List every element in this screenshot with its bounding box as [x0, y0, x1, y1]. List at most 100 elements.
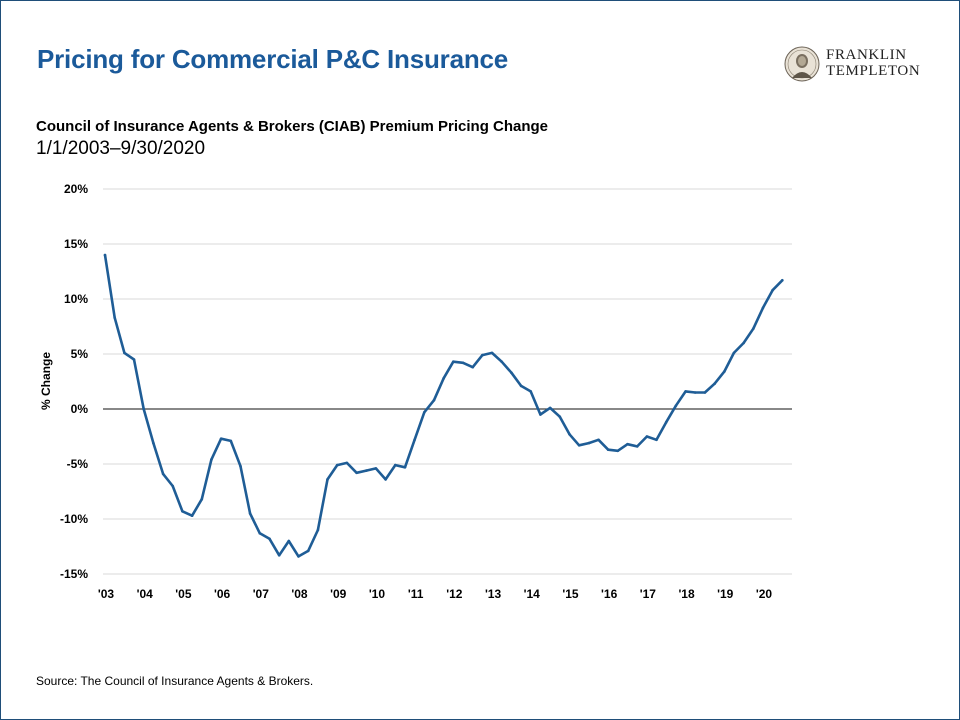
data-point	[529, 390, 532, 393]
x-tick-label: '05	[175, 587, 192, 601]
data-point	[452, 360, 455, 364]
data-point	[693, 391, 697, 394]
data-point	[548, 406, 552, 410]
grid-layer	[103, 188, 792, 575]
data-point	[781, 279, 784, 282]
data-point	[432, 398, 436, 402]
data-point	[626, 442, 629, 446]
x-tick-label: '11	[408, 587, 424, 601]
portrait-seal-icon	[784, 46, 820, 82]
data-point	[190, 514, 194, 517]
data-point	[413, 438, 416, 442]
data-point	[239, 464, 242, 468]
y-tick-label: -5%	[67, 457, 89, 471]
data-point	[752, 327, 755, 331]
data-point	[403, 466, 407, 469]
x-tick-label: '17	[640, 587, 657, 601]
franklin-templeton-logo: FRANKLIN TEMPLETON	[784, 44, 934, 84]
data-point	[684, 390, 687, 393]
x-tick-label: '20	[756, 587, 773, 601]
x-tick-label: '04	[137, 587, 154, 601]
data-point	[481, 353, 484, 357]
data-point	[732, 351, 736, 355]
data-point	[161, 472, 165, 476]
data-point	[306, 549, 310, 553]
data-point	[616, 449, 620, 453]
data-point	[335, 463, 339, 467]
data-point	[394, 463, 397, 467]
y-tick-label: 20%	[64, 182, 88, 196]
data-point	[277, 554, 281, 557]
y-tick-label: -15%	[60, 567, 88, 581]
y-tick-label: 0%	[71, 402, 89, 416]
logo-word-franklin: FRANKLIN	[826, 47, 907, 63]
x-tick-label: '12	[446, 587, 463, 601]
data-point	[664, 420, 668, 424]
x-tick-label: '07	[253, 587, 270, 601]
y-tick-label: -10%	[60, 512, 88, 526]
data-point	[210, 458, 213, 461]
y-axis-label: % Change	[39, 352, 53, 410]
data-point	[558, 415, 562, 419]
data-point	[723, 370, 726, 373]
x-tick-label: '09	[330, 587, 347, 601]
x-tick-label: '10	[369, 587, 386, 601]
data-point	[713, 382, 716, 386]
x-tick-label: '18	[678, 587, 695, 601]
data-point	[461, 361, 465, 365]
data-point	[365, 469, 368, 472]
data-point	[539, 413, 542, 416]
data-point	[297, 555, 300, 558]
data-point	[597, 438, 600, 442]
x-tick-label: '19	[717, 587, 734, 601]
x-tick-label: '14	[524, 587, 541, 601]
x-tick-label: '08	[291, 587, 308, 601]
y-tick-label: 5%	[71, 347, 89, 361]
data-point	[645, 435, 649, 438]
data-point	[442, 376, 446, 380]
data-point	[171, 484, 174, 488]
chart-subtitle: Council of Insurance Agents & Brokers (C…	[36, 118, 549, 135]
data-point	[219, 437, 223, 441]
x-tick-label: '03	[98, 587, 115, 601]
data-point	[326, 478, 329, 481]
data-point	[577, 444, 581, 447]
logo-word-templeton: TEMPLETON	[826, 63, 921, 79]
x-tick-label: '15	[562, 587, 579, 601]
data-point	[635, 445, 639, 448]
data-point	[316, 528, 320, 532]
data-point	[587, 441, 591, 445]
data-point	[771, 288, 774, 292]
series-layer	[103, 253, 784, 558]
y-tick-label: 10%	[64, 292, 88, 306]
data-point	[113, 316, 116, 320]
data-point	[568, 433, 571, 436]
data-point	[423, 411, 426, 414]
source-note: Source: The Council of Insurance Agents …	[36, 674, 314, 688]
data-point	[142, 407, 145, 411]
data-point	[200, 497, 204, 501]
data-point	[674, 404, 678, 408]
x-tick-label: '13	[485, 587, 502, 601]
data-point	[268, 537, 271, 541]
page-title: Pricing for Commercial P&C Insurance	[37, 44, 509, 74]
data-point	[655, 438, 658, 442]
y-tick-labels: 20% 15% 10% 5% 0% -5% -10% -15%	[60, 182, 88, 581]
x-tick-label: '06	[214, 587, 231, 601]
data-point	[123, 351, 126, 355]
series-line	[103, 253, 784, 558]
data-point	[500, 360, 504, 364]
data-point	[181, 510, 184, 513]
data-point	[761, 306, 765, 310]
data-point	[132, 358, 136, 361]
data-point	[519, 384, 523, 388]
data-point	[355, 471, 358, 475]
data-point	[103, 253, 107, 257]
data-point	[703, 391, 707, 394]
data-point	[248, 512, 252, 515]
y-tick-label: 15%	[64, 237, 88, 251]
data-point	[742, 341, 745, 345]
data-point	[374, 467, 378, 470]
date-range: 1/1/2003–9/30/2020	[36, 138, 206, 159]
